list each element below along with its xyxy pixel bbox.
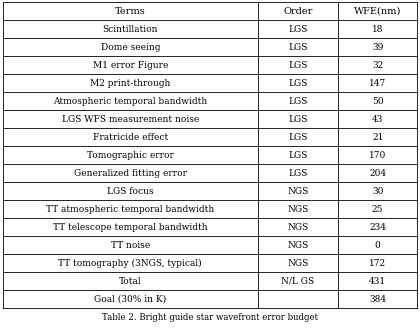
Text: M1 error Figure: M1 error Figure <box>93 60 168 70</box>
Text: LGS: LGS <box>288 96 308 106</box>
Text: 18: 18 <box>372 24 383 34</box>
Text: LGS: LGS <box>288 150 308 159</box>
Text: TT atmospheric temporal bandwidth: TT atmospheric temporal bandwidth <box>46 205 215 214</box>
Text: LGS: LGS <box>288 43 308 51</box>
Text: WFE(nm): WFE(nm) <box>354 7 402 16</box>
Text: 170: 170 <box>369 150 386 159</box>
Text: Tomographic error: Tomographic error <box>87 150 174 159</box>
Text: 21: 21 <box>372 133 383 142</box>
Text: 384: 384 <box>369 294 386 304</box>
Text: 39: 39 <box>372 43 383 51</box>
Text: NGS: NGS <box>287 258 309 268</box>
Text: Scintillation: Scintillation <box>102 24 158 34</box>
Text: NGS: NGS <box>287 241 309 249</box>
Text: LGS: LGS <box>288 115 308 123</box>
Text: LGS: LGS <box>288 169 308 178</box>
Text: TT tomography (3NGS, typical): TT tomography (3NGS, typical) <box>58 258 202 268</box>
Text: Atmospheric temporal bandwidth: Atmospheric temporal bandwidth <box>53 96 207 106</box>
Text: N/L GS: N/L GS <box>281 277 315 285</box>
Text: Goal (30% in K): Goal (30% in K) <box>94 294 166 304</box>
Text: TT telescope temporal bandwidth: TT telescope temporal bandwidth <box>53 222 207 232</box>
Text: Table 2. Bright guide star wavefront error budget: Table 2. Bright guide star wavefront err… <box>102 314 318 322</box>
Text: TT noise: TT noise <box>111 241 150 249</box>
Text: LGS WFS measurement noise: LGS WFS measurement noise <box>62 115 199 123</box>
Text: NGS: NGS <box>287 205 309 214</box>
Text: LGS: LGS <box>288 60 308 70</box>
Text: 0: 0 <box>375 241 381 249</box>
Text: 50: 50 <box>372 96 383 106</box>
Text: 30: 30 <box>372 186 383 195</box>
Text: LGS: LGS <box>288 133 308 142</box>
Text: LGS: LGS <box>288 24 308 34</box>
Text: Fratricide effect: Fratricide effect <box>93 133 168 142</box>
Text: Generalized fitting error: Generalized fitting error <box>74 169 187 178</box>
Text: LGS: LGS <box>288 79 308 87</box>
Text: Total: Total <box>119 277 142 285</box>
Text: 32: 32 <box>372 60 383 70</box>
Text: 204: 204 <box>369 169 386 178</box>
Text: 172: 172 <box>369 258 386 268</box>
Text: Dome seeing: Dome seeing <box>100 43 160 51</box>
Text: 234: 234 <box>369 222 386 232</box>
Text: NGS: NGS <box>287 222 309 232</box>
Text: Terms: Terms <box>115 7 146 16</box>
Text: NGS: NGS <box>287 186 309 195</box>
Text: 43: 43 <box>372 115 383 123</box>
Text: Order: Order <box>283 7 312 16</box>
Text: M2 print-through: M2 print-through <box>90 79 171 87</box>
Text: 25: 25 <box>372 205 383 214</box>
Text: 147: 147 <box>369 79 386 87</box>
Text: LGS focus: LGS focus <box>107 186 154 195</box>
Text: 431: 431 <box>369 277 386 285</box>
